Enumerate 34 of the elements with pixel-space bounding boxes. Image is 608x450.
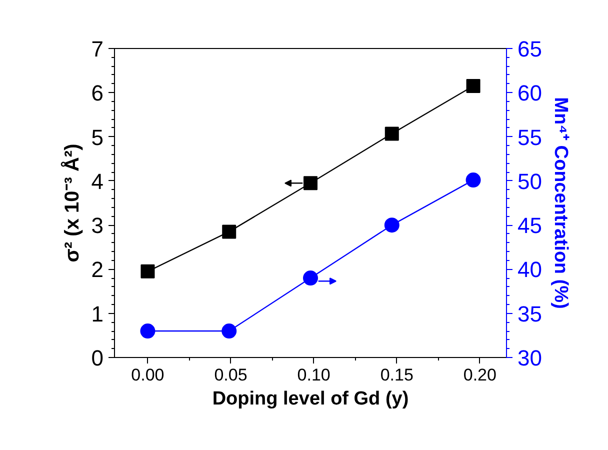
y-tick-label: 0 bbox=[91, 346, 104, 370]
x-tick-label: 0.00 bbox=[131, 366, 164, 384]
y2-tick-label: 55 bbox=[518, 124, 542, 150]
x-tick-label: 0.15 bbox=[380, 366, 414, 384]
y-tick-label: 7 bbox=[91, 36, 104, 62]
point bbox=[303, 270, 318, 286]
point bbox=[466, 172, 481, 188]
point bbox=[304, 176, 318, 190]
y-tick-label: 4 bbox=[91, 168, 104, 194]
y2-tick-label: 35 bbox=[518, 301, 542, 326]
y2-tick-label: 50 bbox=[518, 168, 542, 194]
y-tick-label: 5 bbox=[91, 124, 104, 150]
point bbox=[222, 324, 237, 338]
x-axis-title: Doping level of Gd (y) bbox=[212, 388, 409, 410]
point bbox=[466, 79, 480, 94]
y-tick-label: 6 bbox=[91, 80, 104, 106]
x-tick-label: 0.05 bbox=[214, 366, 248, 384]
y-tick-label: 3 bbox=[91, 213, 104, 238]
point bbox=[384, 218, 400, 233]
y-tick-label: 2 bbox=[91, 257, 104, 282]
y2-tick-label: 65 bbox=[518, 36, 542, 62]
y2-tick-label: 45 bbox=[518, 213, 542, 238]
point bbox=[384, 126, 399, 141]
point bbox=[140, 264, 155, 278]
y2-tick-label: 60 bbox=[518, 80, 542, 106]
y-axis-title: σ² (x 10⁻³ Å²) bbox=[60, 144, 84, 262]
y2-tick-label: 40 bbox=[518, 257, 542, 282]
x-tick-label: 0.20 bbox=[463, 366, 496, 384]
point bbox=[140, 324, 156, 338]
y2-axis-title: Mn⁴⁺ Concentration (%) bbox=[550, 97, 571, 309]
point bbox=[222, 224, 236, 239]
y-tick-label: 1 bbox=[91, 301, 104, 326]
y2-tick-label: 30 bbox=[518, 346, 542, 370]
x-tick-label: 0.10 bbox=[297, 366, 330, 384]
